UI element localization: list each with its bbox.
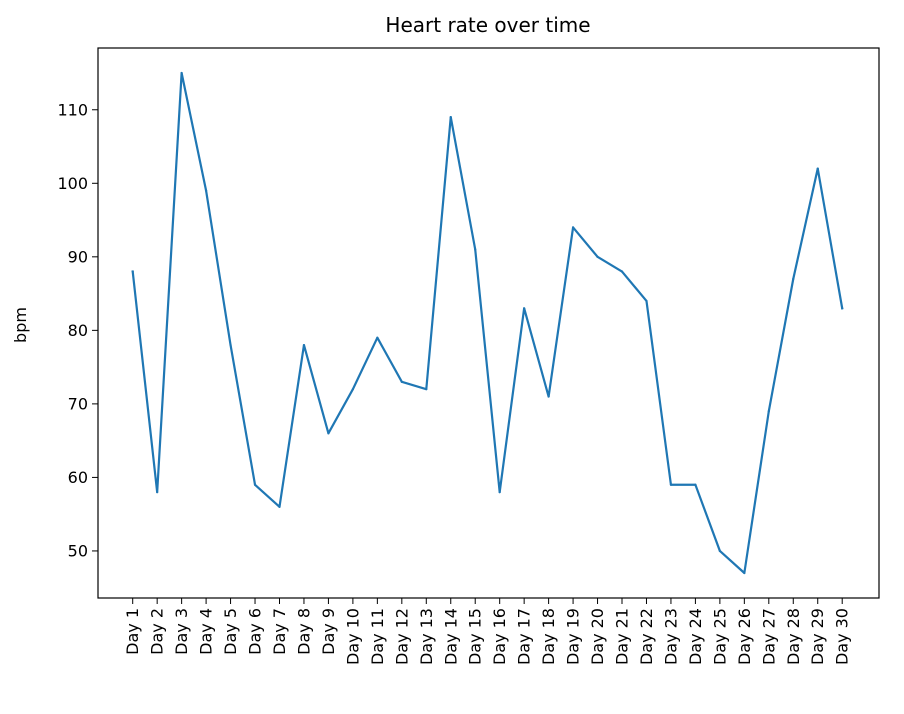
data-point xyxy=(718,549,721,553)
data-point xyxy=(474,248,477,251)
x-tick-label: Day 29 xyxy=(808,608,827,665)
data-point xyxy=(620,270,624,273)
data-point xyxy=(253,483,257,486)
y-tick-label: 80 xyxy=(68,321,88,340)
x-tick-label: Day 30 xyxy=(833,608,852,665)
data-point xyxy=(351,388,354,391)
x-tick-label: Day 15 xyxy=(466,608,485,665)
data-point xyxy=(694,483,697,486)
data-point xyxy=(645,299,648,303)
data-point xyxy=(156,491,159,494)
data-point xyxy=(449,116,452,119)
x-tick-label: Day 3 xyxy=(172,608,191,655)
y-axis: 50 60 70 80 90 100 110 xyxy=(57,100,98,560)
x-tick-label: Day 18 xyxy=(539,608,558,665)
data-point xyxy=(743,571,746,575)
y-tick-label: 100 xyxy=(57,174,88,193)
data-point xyxy=(302,343,306,347)
data-point xyxy=(767,410,770,413)
data-point xyxy=(204,189,208,192)
data-point xyxy=(498,491,501,494)
chart-title: Heart rate over time xyxy=(385,13,590,37)
x-tick-label: Day 12 xyxy=(392,608,411,665)
y-tick-label: 50 xyxy=(68,541,88,560)
y-tick-label: 60 xyxy=(68,468,88,487)
data-point xyxy=(229,343,232,347)
x-axis: Day 1 Day 2 Day 3 Day 4 Day 5 Day 6 Day 7 Day 8… xyxy=(123,598,852,665)
x-tick-label: Day 19 xyxy=(564,608,583,665)
x-tick-label: Day 11 xyxy=(368,608,387,665)
x-tick-label: Day 16 xyxy=(490,608,509,665)
x-tick-label: Day 1 xyxy=(123,608,142,655)
x-tick-label: Day 27 xyxy=(759,608,778,665)
x-tick-label: Day 5 xyxy=(221,608,240,655)
series-layer xyxy=(131,71,844,575)
x-tick-label: Day 14 xyxy=(441,608,460,665)
x-tick-label: Day 13 xyxy=(417,608,436,665)
data-point xyxy=(425,388,428,391)
x-tick-label: Day 20 xyxy=(588,608,607,665)
data-point xyxy=(376,336,379,339)
data-point xyxy=(278,505,281,508)
y-tick-label: 70 xyxy=(68,394,88,413)
y-tick-label: 90 xyxy=(68,247,88,266)
data-point xyxy=(400,380,403,383)
data-point xyxy=(792,277,795,280)
x-tick-label: Day 21 xyxy=(613,608,632,665)
x-tick-label: Day 26 xyxy=(735,608,754,665)
data-point xyxy=(841,307,844,310)
x-tick-label: Day 22 xyxy=(637,608,656,665)
data-point xyxy=(327,432,330,435)
data-point xyxy=(816,167,819,170)
data-point xyxy=(180,71,183,75)
x-tick-label: Day 2 xyxy=(148,608,167,655)
x-tick-label: Day 4 xyxy=(197,608,216,655)
x-tick-label: Day 9 xyxy=(319,608,338,655)
x-tick-label: Day 7 xyxy=(270,608,289,655)
x-tick-label: Day 25 xyxy=(710,608,729,665)
x-tick-label: Day 28 xyxy=(784,608,803,665)
data-point xyxy=(547,395,550,398)
x-tick-label: Day 17 xyxy=(515,608,534,665)
x-tick-label: Day 6 xyxy=(246,608,265,655)
x-tick-label: Day 23 xyxy=(661,608,680,665)
data-point xyxy=(669,483,673,486)
data-point xyxy=(596,255,599,258)
data-point xyxy=(523,307,526,310)
y-tick-label: 110 xyxy=(57,100,88,119)
data-point xyxy=(131,270,134,273)
plot-frame xyxy=(97,47,880,599)
series-line xyxy=(131,71,844,575)
x-tick-label: Day 8 xyxy=(294,608,313,655)
y-axis-label: bpm xyxy=(11,307,30,343)
x-tick-label: Day 24 xyxy=(686,608,705,665)
data-point xyxy=(571,226,575,229)
x-tick-label: Day 10 xyxy=(343,608,362,665)
